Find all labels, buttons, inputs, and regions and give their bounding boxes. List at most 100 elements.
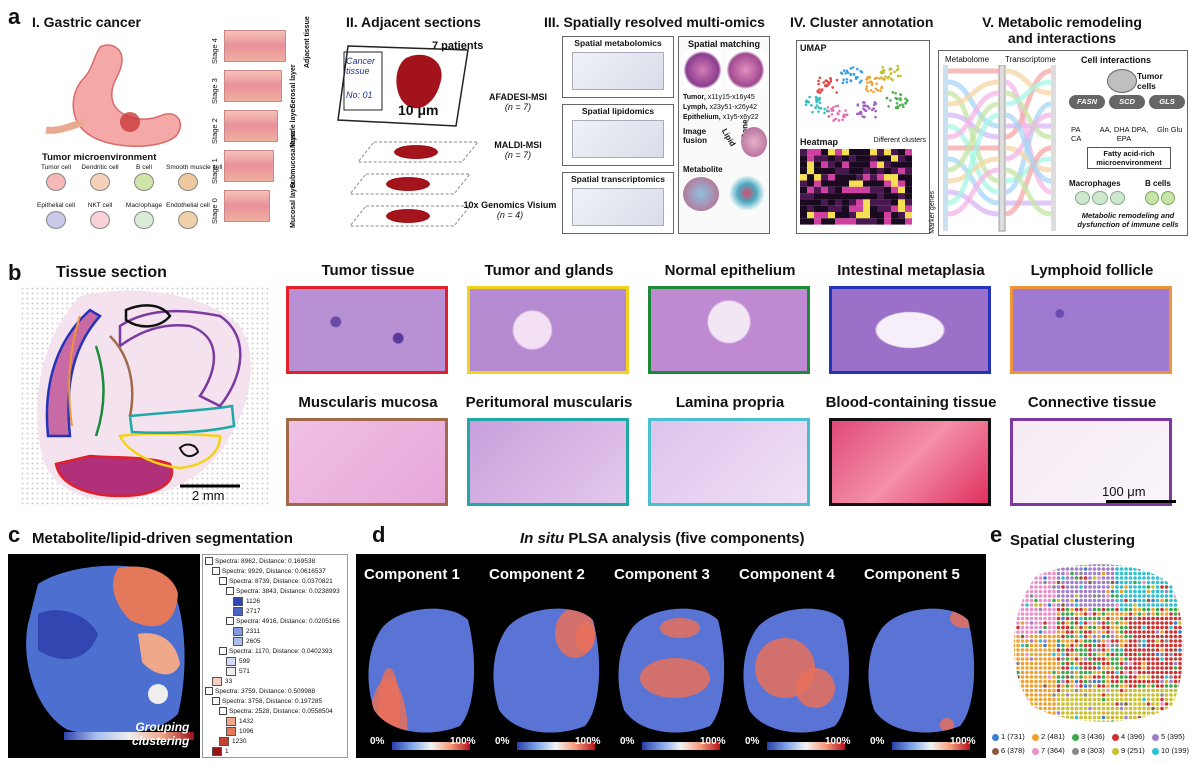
tree-node[interactable]: Spectra: 4916, Distance: 0.0205166 xyxy=(205,617,345,627)
spatial-spot xyxy=(1173,697,1178,702)
spatial-spot xyxy=(1079,580,1083,585)
spatial-spot xyxy=(1182,697,1184,702)
spatial-spot xyxy=(1124,715,1128,720)
heatmap-cell xyxy=(828,155,835,162)
spatial-spot xyxy=(1124,688,1128,693)
spatial-spot xyxy=(1038,648,1043,652)
tree-node[interactable]: Spectra: 3843, Distance: 0.0238993 xyxy=(205,587,345,597)
spatial-spot xyxy=(1155,670,1160,675)
spatial-spot xyxy=(1146,688,1151,693)
tree-node[interactable]: Spectra: 3759, Distance: 0.509988 xyxy=(205,687,345,697)
tree-node[interactable]: Spectra: 8962, Distance: 0.169538 xyxy=(205,557,345,567)
spatial-spot xyxy=(1187,635,1191,639)
tree-node[interactable]: 2311 xyxy=(205,627,345,637)
spatial-spot xyxy=(1119,616,1124,621)
cell-icon xyxy=(178,173,198,191)
tissue-tile-label: Blood-containing tissue xyxy=(825,394,997,411)
tree-checkbox[interactable] xyxy=(219,647,227,656)
tree-node[interactable]: 33 xyxy=(205,677,345,687)
heatmap-cell xyxy=(863,180,870,187)
spatial-spot xyxy=(1174,558,1178,562)
spatial-spot xyxy=(1020,720,1025,722)
tree-checkbox[interactable] xyxy=(212,567,220,576)
spatial-spot xyxy=(1088,693,1092,697)
tree-node[interactable]: Spectra: 9929, Distance: 0.0616537 xyxy=(205,567,345,577)
spatial-spot xyxy=(998,558,1002,562)
tree-checkbox[interactable] xyxy=(219,707,227,716)
spatial-spot xyxy=(1083,612,1088,616)
spatial-spot xyxy=(1169,648,1173,652)
spatial-spot xyxy=(1007,644,1011,648)
tree-node[interactable]: 571 xyxy=(205,667,345,677)
tree-node[interactable]: 1096 xyxy=(205,727,345,737)
spatial-spot xyxy=(1013,688,1016,693)
spatial-spot xyxy=(1110,702,1115,706)
spatial-spot xyxy=(1061,580,1065,585)
heatmap-cell xyxy=(800,155,807,162)
tree-node[interactable]: 599 xyxy=(205,657,345,667)
spatial-spot xyxy=(1160,693,1164,697)
spatial-spot xyxy=(1169,643,1173,648)
spatial-spot xyxy=(1020,693,1025,697)
spatial-spot xyxy=(1155,720,1160,722)
spatial-spot xyxy=(1013,715,1016,720)
umap-point xyxy=(823,84,827,88)
tree-checkbox[interactable] xyxy=(226,587,234,596)
tree-node[interactable]: 2605 xyxy=(205,637,345,647)
tree-node[interactable]: Spectra: 1170, Distance: 0.0402393 xyxy=(205,647,345,657)
tree-checkbox[interactable] xyxy=(205,557,213,566)
spatial-spot xyxy=(1057,558,1061,562)
spatial-spot xyxy=(1137,684,1142,688)
umap-point xyxy=(885,96,889,100)
spatial-spot xyxy=(1110,688,1115,693)
tree-node[interactable]: Spectra: 3758, Distance: 0.197285 xyxy=(205,697,345,707)
spatial-spot xyxy=(1074,589,1079,594)
tree-node[interactable]: 2717 xyxy=(205,607,345,617)
legend-count: (303) xyxy=(1087,746,1105,755)
spatial-spot xyxy=(1092,657,1097,661)
spatial-spot xyxy=(1070,643,1074,648)
spatial-spot xyxy=(1056,697,1061,702)
spatial-spot xyxy=(1034,670,1038,675)
tree-checkbox[interactable] xyxy=(205,687,213,696)
spatial-spot xyxy=(1038,571,1043,576)
tree-checkbox[interactable] xyxy=(226,617,234,626)
spatial-spot xyxy=(1115,639,1119,643)
tree-node[interactable]: 1 xyxy=(205,747,345,757)
spatial-spot xyxy=(1173,630,1178,634)
legend-item: 7 (364) xyxy=(1032,746,1065,755)
spatial-spot xyxy=(1025,634,1029,639)
umap-point xyxy=(852,73,856,76)
spatial-spot xyxy=(1142,576,1146,580)
heatmap-cell xyxy=(828,167,835,175)
spatial-spot xyxy=(1106,585,1110,589)
tree-checkbox[interactable] xyxy=(219,577,227,586)
spatial-spot xyxy=(1119,639,1124,643)
spatial-spot xyxy=(1088,711,1092,715)
tree-node[interactable]: Spectra: 2528, Distance: 0.0558504 xyxy=(205,707,345,717)
umap-point xyxy=(899,74,902,78)
umap-point xyxy=(896,64,899,68)
spatial-spot xyxy=(1034,706,1038,711)
spatial-spot xyxy=(1052,670,1056,675)
tree-checkbox[interactable] xyxy=(212,697,220,706)
tree-node[interactable]: 1432 xyxy=(205,717,345,727)
spatial-spot xyxy=(1083,657,1088,661)
spatial-spot xyxy=(1070,598,1074,603)
spatial-spot xyxy=(1133,661,1137,666)
tree-node[interactable]: 1126 xyxy=(205,597,345,607)
spatial-spot xyxy=(1115,621,1119,625)
umap-point xyxy=(815,100,818,104)
spatial-spot xyxy=(1173,625,1178,630)
spatial-spot xyxy=(1115,625,1119,630)
heatmap-cell xyxy=(842,193,849,200)
umap-point xyxy=(826,105,830,109)
tree-node[interactable]: 1230 xyxy=(205,737,345,747)
spatial-spot xyxy=(1160,567,1164,571)
spatial-spot xyxy=(1187,644,1191,648)
spatial-spot xyxy=(1169,697,1173,702)
umap-point xyxy=(811,110,814,114)
fusion-lipid: Lipid xyxy=(719,126,738,149)
tree-node[interactable]: Spectra: 8739, Distance: 0.0370821 xyxy=(205,577,345,587)
umap-point xyxy=(895,97,899,101)
